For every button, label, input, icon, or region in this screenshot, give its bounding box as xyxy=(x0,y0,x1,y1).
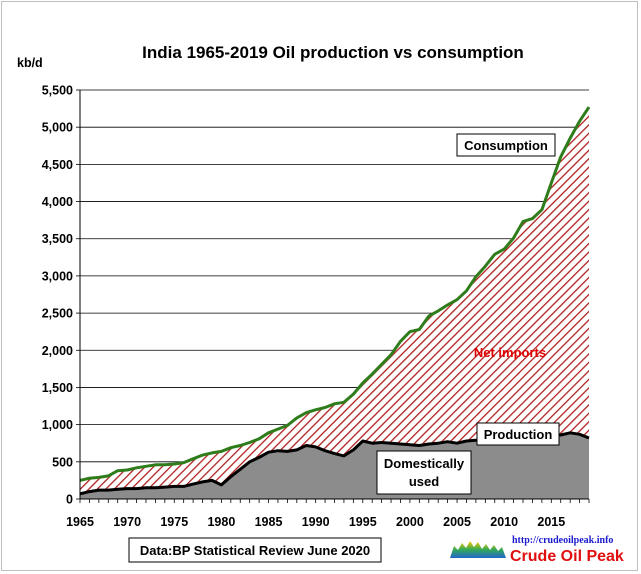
y-tick-label-4: 2,000 xyxy=(42,344,73,358)
annotation-domestically-line2: used xyxy=(409,474,439,489)
y-axis-unit-label: kb/d xyxy=(17,56,43,70)
y-tick-label-5: 2,500 xyxy=(42,307,73,321)
annotation-production: Production xyxy=(476,422,560,446)
x-tick-label-1995: 1995 xyxy=(349,515,377,529)
x-tick-labels: 1965 1970 1975 1980 1985 1990 1995 2000 2005 2010… xyxy=(66,515,565,529)
logo-url: http://crudeoilpeak.info xyxy=(512,535,613,546)
y-tick-label-2: 1,000 xyxy=(42,418,73,432)
source-text: Data:BP Statistical Review June 2020 xyxy=(140,543,370,558)
y-tick-label-3: 1,500 xyxy=(42,381,73,395)
annotation-net-imports: Net imports xyxy=(474,345,546,360)
y-tick-labels: 0 500 1,000 1,500 2,000 2,500 3,000 3,500 4,000 4… xyxy=(42,84,73,507)
y-tick-label-11: 5,500 xyxy=(42,84,73,98)
source-box: Data:BP Statistical Review June 2020 xyxy=(128,537,382,563)
y-tick-label-0: 0 xyxy=(66,493,73,507)
logo-name: Crude Oil Peak xyxy=(510,548,624,565)
y-tick-label-7: 3,500 xyxy=(42,232,73,246)
x-tick-label-1980: 1980 xyxy=(207,515,235,529)
y-tick-label-6: 3,000 xyxy=(42,269,73,283)
annotation-consumption: Consumption xyxy=(456,133,556,157)
consumption-line xyxy=(79,106,591,482)
annotation-consumption-text: Consumption xyxy=(464,138,548,153)
chart-title: India 1965-2019 Oil production vs consum… xyxy=(142,43,524,62)
y-tick-label-8: 4,000 xyxy=(42,195,73,209)
annotation-domestically-used-text: Domestically used xyxy=(384,456,465,489)
x-tick-label-2000: 2000 xyxy=(396,515,424,529)
x-tick-label-2005: 2005 xyxy=(443,515,471,529)
annotation-domestically-line1: Domestically xyxy=(384,456,465,471)
net-imports-area xyxy=(80,107,589,494)
y-tick-label-1: 500 xyxy=(52,455,73,469)
y-tick-label-9: 4,500 xyxy=(42,158,73,172)
x-tick-label-2015: 2015 xyxy=(537,515,565,529)
logo: http://crudeoilpeak.info Crude Oil Peak xyxy=(448,535,624,565)
annotation-domestically-used: Domestically used xyxy=(376,450,472,495)
annotation-production-text: Production xyxy=(484,427,553,442)
x-tick-label-1975: 1975 xyxy=(160,515,188,529)
axes xyxy=(76,89,590,503)
x-tick-label-1985: 1985 xyxy=(255,515,283,529)
x-tick-label-1970: 1970 xyxy=(113,515,141,529)
x-tick-label-1990: 1990 xyxy=(302,515,330,529)
y-tick-label-10: 5,000 xyxy=(42,121,73,135)
logo-graph-icon xyxy=(450,541,506,558)
x-tick-label-2010: 2010 xyxy=(490,515,518,529)
x-tick-label-1965: 1965 xyxy=(66,515,94,529)
